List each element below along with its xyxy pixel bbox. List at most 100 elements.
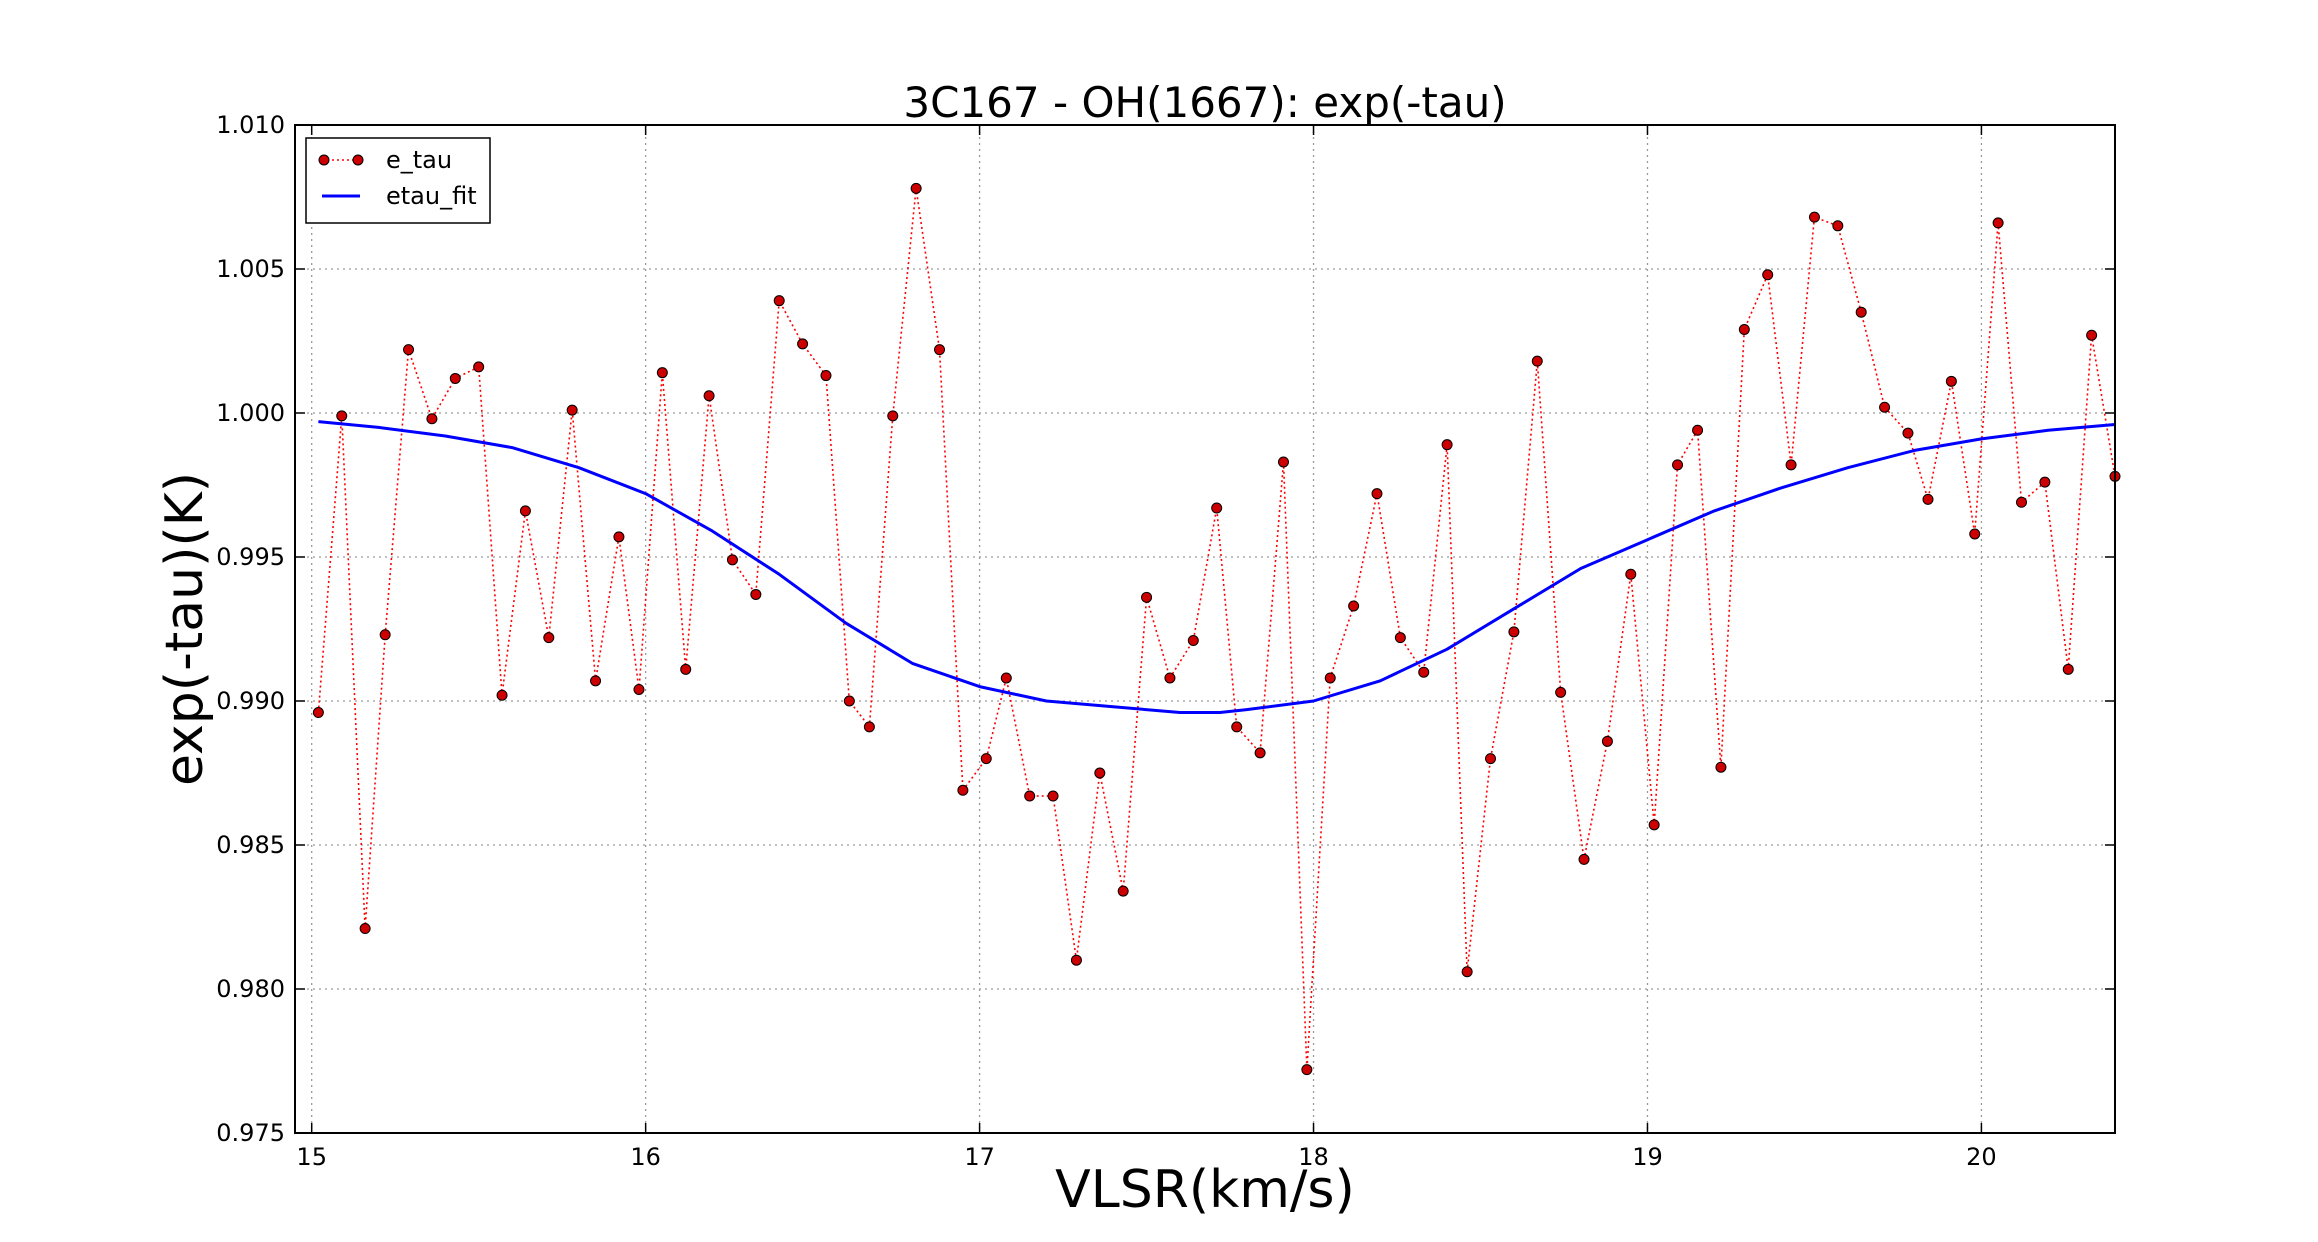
ticks: 15 16 17 18 19 20 0.975 0.980 0.985 0.990 0.995 1.0… <box>216 111 2115 1171</box>
data-point-e-tau <box>1672 459 1684 471</box>
data-point-e-tau <box>1187 635 1199 647</box>
data-point-e-tau <box>2015 496 2027 508</box>
data-point-e-tau <box>1785 459 1797 471</box>
data-point-e-tau <box>473 361 485 373</box>
legend: e_tau etau_fit <box>305 137 491 224</box>
x-tick-label: 20 <box>1966 1143 1997 1171</box>
data-point-e-tau <box>1418 666 1430 678</box>
data-point-e-tau <box>656 367 668 379</box>
x-tick-label: 16 <box>630 1143 661 1171</box>
data-point-e-tau <box>633 683 645 695</box>
data-point-e-tau <box>1992 217 2004 229</box>
data-point-e-tau <box>797 338 809 350</box>
data-point-e-tau <box>887 410 899 422</box>
data-point-e-tau <box>2062 663 2074 675</box>
legend-marker-e-tau <box>318 154 330 166</box>
data-point-e-tau <box>980 753 992 765</box>
data-point-e-tau <box>1508 626 1520 638</box>
data-point-e-tau <box>519 505 531 517</box>
data-point-e-tau <box>403 344 415 356</box>
data-point-e-tau <box>1531 355 1543 367</box>
chart-title: 3C167 - OH(1667): exp(-tau) <box>903 78 1506 127</box>
data-point-e-tau <box>820 370 832 382</box>
y-tick-label: 1.010 <box>216 111 285 139</box>
data-point-e-tau <box>1555 686 1567 698</box>
data-point-e-tau <box>1164 672 1176 684</box>
data-point-e-tau <box>426 413 438 425</box>
data-point-e-tau <box>1601 735 1613 747</box>
data-point-e-tau <box>2086 329 2098 341</box>
data-point-e-tau <box>449 372 461 384</box>
data-point-e-tau <box>680 663 692 675</box>
data-point-e-tau <box>1117 885 1129 897</box>
y-tick-label: 1.000 <box>216 399 285 427</box>
data-point-e-tau <box>2039 476 2051 488</box>
data-point-e-tau <box>1141 591 1153 603</box>
data-point-e-tau <box>1808 211 1820 223</box>
data-point-e-tau <box>1024 790 1036 802</box>
data-point-e-tau <box>1324 672 1336 684</box>
x-tick-label: 15 <box>296 1143 327 1171</box>
data-point-e-tau <box>843 695 855 707</box>
data-point-e-tau <box>496 689 508 701</box>
data-point-e-tau <box>1277 456 1289 468</box>
data-point-e-tau <box>336 410 348 422</box>
grid <box>295 124 2115 1134</box>
data-point-e-tau <box>773 295 785 307</box>
data-point-e-tau <box>379 629 391 641</box>
data-point-e-tau <box>1301 1064 1313 1076</box>
y-tick-label: 0.980 <box>216 975 285 1003</box>
data-point-e-tau <box>726 554 738 566</box>
data-point-e-tau <box>1832 220 1844 232</box>
x-axis-title: VLSR(km/s) <box>1055 1160 1355 1220</box>
data-point-e-tau <box>1348 600 1360 612</box>
plot-frame <box>294 124 2116 1134</box>
y-axis-title: exp(-tau)(K) <box>155 472 215 786</box>
data-point-e-tau <box>957 784 969 796</box>
data-point-e-tau <box>1047 790 1059 802</box>
data-point-e-tau <box>1000 672 1012 684</box>
data-point-e-tau <box>312 707 324 719</box>
data-point-e-tau <box>703 390 715 402</box>
data-point-e-tau <box>613 531 625 543</box>
data-point-e-tau <box>1879 401 1891 413</box>
y-tick-label: 1.005 <box>216 255 285 283</box>
data-point-e-tau <box>1738 323 1750 335</box>
data-point-e-tau <box>1902 427 1914 439</box>
x-tick-label: 17 <box>964 1143 995 1171</box>
data-point-e-tau <box>566 404 578 416</box>
data-point-e-tau <box>1715 761 1727 773</box>
data-point-e-tau <box>750 588 762 600</box>
data-point-e-tau <box>359 923 371 935</box>
data-point-e-tau <box>1648 819 1660 831</box>
legend-marker-e-tau <box>352 154 364 166</box>
legend-label-etau-fit: etau_fit <box>386 182 477 210</box>
data-point-e-tau <box>1211 502 1223 514</box>
y-tick-label: 0.985 <box>216 831 285 859</box>
data-point-e-tau <box>1254 747 1266 759</box>
x-tick-label: 19 <box>1632 1143 1663 1171</box>
y-tick-label: 0.990 <box>216 687 285 715</box>
data-point-e-tau <box>1371 488 1383 500</box>
data-point-e-tau <box>910 182 922 194</box>
legend-box <box>305 137 491 224</box>
data-point-e-tau <box>1692 424 1704 436</box>
data-point-e-tau <box>1394 632 1406 644</box>
data-point-e-tau <box>1762 269 1774 281</box>
data-point-e-tau <box>1945 375 1957 387</box>
data-point-e-tau <box>934 344 946 356</box>
data-point-e-tau <box>1441 439 1453 451</box>
data-point-e-tau <box>1922 493 1934 505</box>
data-point-e-tau <box>590 675 602 687</box>
legend-label-e-tau: e_tau <box>386 146 452 174</box>
data-point-e-tau <box>1578 853 1590 865</box>
data-point-e-tau <box>1855 306 1867 318</box>
data-point-e-tau <box>1070 954 1082 966</box>
data-point-e-tau <box>863 721 875 733</box>
data-point-e-tau <box>1485 753 1497 765</box>
y-tick-label: 0.995 <box>216 543 285 571</box>
data-point-e-tau <box>1461 966 1473 978</box>
data-point-e-tau <box>543 632 555 644</box>
data-point-e-tau <box>1094 767 1106 779</box>
